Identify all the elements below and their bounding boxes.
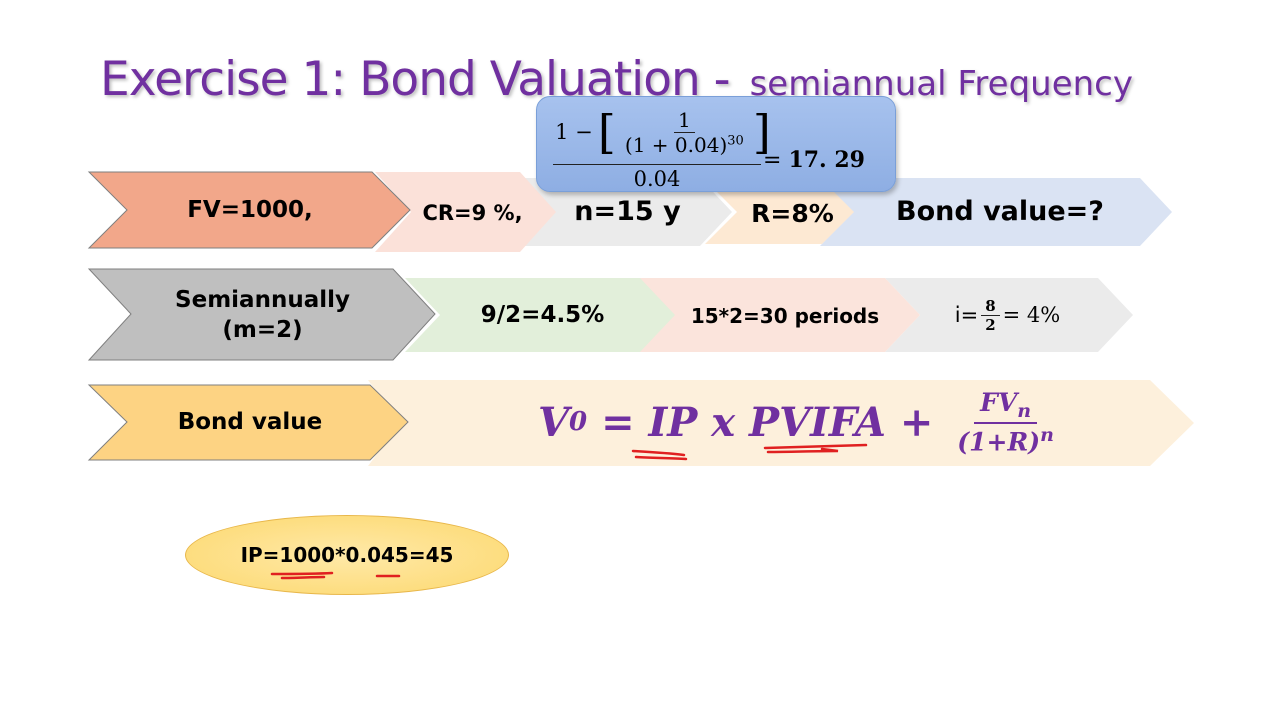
chevron-cr [375, 172, 556, 252]
formula-fraction-den: (1+R)n [957, 424, 1054, 456]
periods-label: 15*2=30 periods [690, 304, 880, 328]
chevron-formula [368, 380, 1194, 466]
chevron-bond-value [87, 384, 409, 461]
chevron-fv [87, 171, 411, 249]
discount-term: (1+R) [957, 427, 1041, 457]
formula-fraction: FVn (1+R)n [957, 388, 1054, 456]
inner-denominator: (1 + 0.04)30 [621, 133, 748, 157]
chevron-semiannual [87, 268, 436, 361]
annuity-denominator: 0.04 [633, 167, 681, 191]
i-denominator: 2 [985, 315, 996, 334]
rate-per-period: i= 8 2 = 4% [935, 292, 1080, 338]
formula-v: V [538, 398, 570, 446]
fv-sub: n [1017, 399, 1032, 422]
discount-exp: n [1040, 423, 1054, 446]
chevron-coupon [405, 278, 675, 352]
chevron-periods [636, 278, 920, 352]
interest-payment-oval: IP=1000*0.045=45 [185, 515, 509, 595]
equals-sign: = [763, 148, 789, 173]
inner-den-base: (1 + 0.04) [624, 132, 728, 157]
one-minus: 1 − [555, 120, 593, 144]
inner-den-exp: 30 [727, 132, 744, 148]
annuity-numerator: 1 − [ 1 (1 + 0.04)30 ] [553, 105, 773, 159]
semiannual-label: Semiannually (m=2) [150, 280, 375, 350]
chevron-bond-value-q [820, 178, 1172, 246]
fv-label: FV=1000, [187, 197, 313, 223]
chevron-r [705, 180, 854, 244]
slide-title: Exercise 1: Bond Valuation - semiannual … [100, 52, 1133, 107]
bond-value-question: Bond value=? [896, 195, 1104, 227]
r-label: R=8% [751, 198, 834, 228]
n-label: n=15 y [574, 195, 681, 227]
chevron-n [522, 178, 732, 246]
chevron-i [885, 278, 1133, 352]
right-bracket: ] [752, 105, 771, 159]
left-bracket: [ [597, 105, 616, 159]
formula-fraction-num: FVn [974, 387, 1038, 424]
cr-label: CR=9 %, [422, 201, 523, 225]
i-result: = 4% [1002, 303, 1061, 327]
inner-numerator: 1 [674, 108, 695, 133]
fv-symbol: FV [980, 387, 1018, 417]
annuity-factor-box: 1 − [ 1 (1 + 0.04)30 ] 0.04 = 17. 29 [536, 96, 896, 192]
i-prefix: i= [954, 303, 979, 327]
i-fraction: 8 2 [981, 297, 1000, 334]
main-fraction-bar [553, 164, 761, 165]
bond-value-label: Bond value [177, 409, 323, 435]
coupon-rate-label: 9/2=4.5% [480, 302, 605, 328]
annuity-result: 17. 29 [788, 147, 865, 173]
inner-fraction: 1 (1 + 0.04)30 [621, 108, 748, 157]
i-numerator: 8 [981, 297, 1000, 316]
formula-middle: = IP x PVIFA + [587, 398, 948, 446]
semiannual-line2: (m=2) [222, 317, 303, 343]
annuity-result-line: = 17. 29 [763, 147, 865, 173]
formula-v-sub: 0 [569, 407, 588, 437]
semiannual-line1: Semiannually [175, 287, 350, 313]
